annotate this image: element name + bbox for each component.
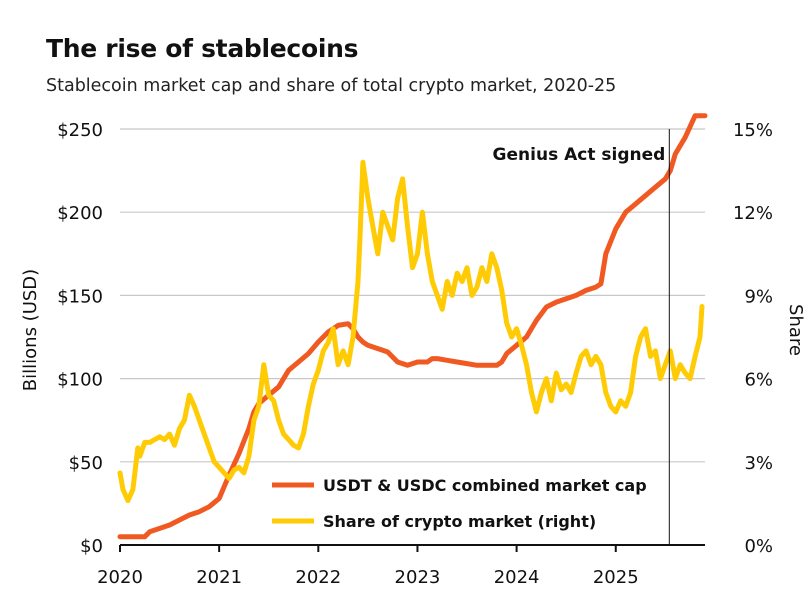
chart-subtitle: Stablecoin market cap and share of total… (46, 76, 617, 96)
y2-tick-label: 0% (744, 536, 773, 557)
x-axis-tick-marks (119, 545, 617, 552)
legend: USDT & USDC combined market cap Share of… (272, 476, 647, 531)
y2-tick-label: 3% (744, 453, 773, 474)
y2-tick-label: 6% (744, 370, 773, 391)
y-tick-label: $100 (57, 370, 103, 391)
y2-tick-label: 15% (733, 120, 773, 141)
series-lines (117, 113, 708, 540)
legend-label-share: Share of crypto market (right) (323, 512, 596, 531)
y2-tick-label: 12% (733, 203, 773, 224)
x-tick-label: 2020 (97, 567, 143, 588)
right-axis-title: Share (785, 304, 806, 356)
y-tick-label: $150 (57, 286, 103, 307)
chart-title: The rise of stablecoins (46, 34, 359, 63)
right-axis-ticks: 0% 3% 6% 9% 12% 15% (733, 120, 773, 557)
y-tick-label: $250 (57, 120, 103, 141)
y2-tick-label: 9% (744, 286, 773, 307)
x-tick-label: 2024 (494, 567, 540, 588)
x-tick-label: 2025 (593, 567, 639, 588)
x-tick-label: 2021 (196, 567, 242, 588)
x-tick-label: 2022 (295, 567, 341, 588)
left-axis-title: Billions (USD) (20, 269, 41, 391)
left-axis-ticks: $0 $50 $100 $150 $200 $250 (57, 120, 103, 557)
legend-label-market-cap: USDT & USDC combined market cap (323, 476, 647, 495)
x-axis-ticks: 2020 2021 2022 2023 2024 2025 (97, 567, 639, 588)
y-tick-label: $50 (69, 453, 103, 474)
series-line-2 (117, 159, 705, 504)
genius-act-annotation: Genius Act signed (493, 145, 666, 165)
series-line-1 (117, 113, 708, 540)
x-tick-label: 2023 (395, 567, 441, 588)
gridlines (120, 128, 705, 463)
y-tick-label: $200 (57, 203, 103, 224)
y-tick-label: $0 (80, 536, 103, 557)
